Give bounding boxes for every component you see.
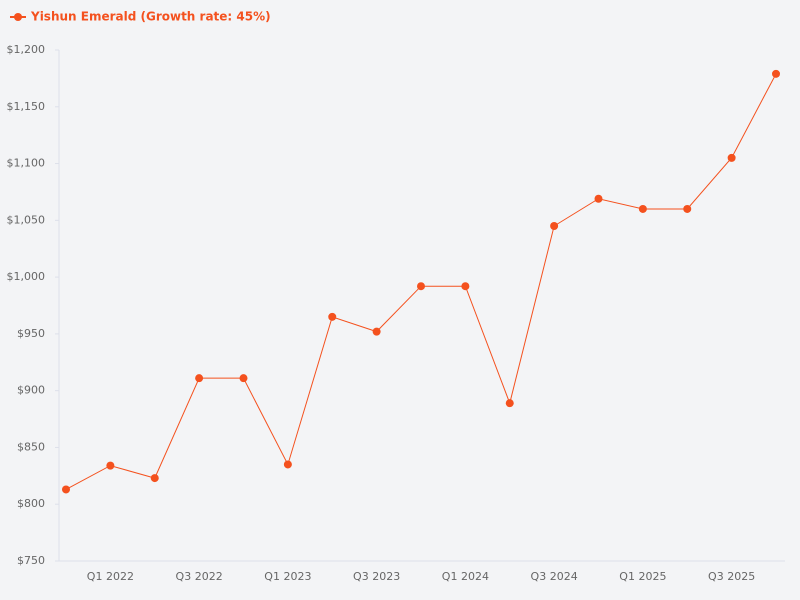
x-tick-label: Q3 2024	[531, 570, 578, 583]
x-tick-label: Q1 2023	[264, 570, 311, 583]
data-point	[638, 204, 647, 213]
x-tick-label: Q1 2025	[619, 570, 666, 583]
y-tick-label: $900	[17, 384, 45, 397]
y-tick-label: $1,000	[7, 270, 46, 283]
data-point	[550, 222, 559, 231]
y-tick-label: $1,200	[7, 43, 46, 56]
x-tick-label: Q1 2024	[442, 570, 489, 583]
y-tick-label: $1,050	[7, 213, 46, 226]
y-tick-label: $1,150	[7, 100, 46, 113]
data-point	[417, 282, 425, 291]
data-point	[283, 460, 292, 469]
data-point	[62, 485, 70, 494]
y-tick-label: $800	[17, 497, 45, 510]
data-point	[505, 399, 514, 408]
legend-marker	[14, 13, 22, 21]
legend-text: Yishun Emerald (Growth rate: 45%)	[30, 10, 271, 24]
data-point	[683, 204, 692, 213]
data-point	[372, 327, 381, 336]
y-tick-label: $950	[17, 327, 45, 340]
x-tick-label: Q1 2022	[87, 570, 134, 583]
x-tick-label: Q3 2023	[353, 570, 400, 583]
data-point	[239, 374, 248, 383]
series-line	[65, 73, 777, 490]
data-point	[727, 153, 736, 162]
x-tick-label: Q3 2022	[176, 570, 223, 583]
x-tick-label: Q3 2025	[708, 570, 755, 583]
data-point	[195, 374, 204, 383]
data-point	[328, 312, 337, 321]
y-tick-label: $850	[17, 440, 45, 453]
y-tick-label: $1,100	[7, 157, 46, 170]
data-point	[594, 194, 603, 203]
y-tick-label: $750	[17, 554, 45, 567]
data-point	[106, 461, 115, 470]
data-point	[461, 282, 470, 291]
data-point	[150, 474, 159, 483]
data-point	[772, 69, 780, 78]
